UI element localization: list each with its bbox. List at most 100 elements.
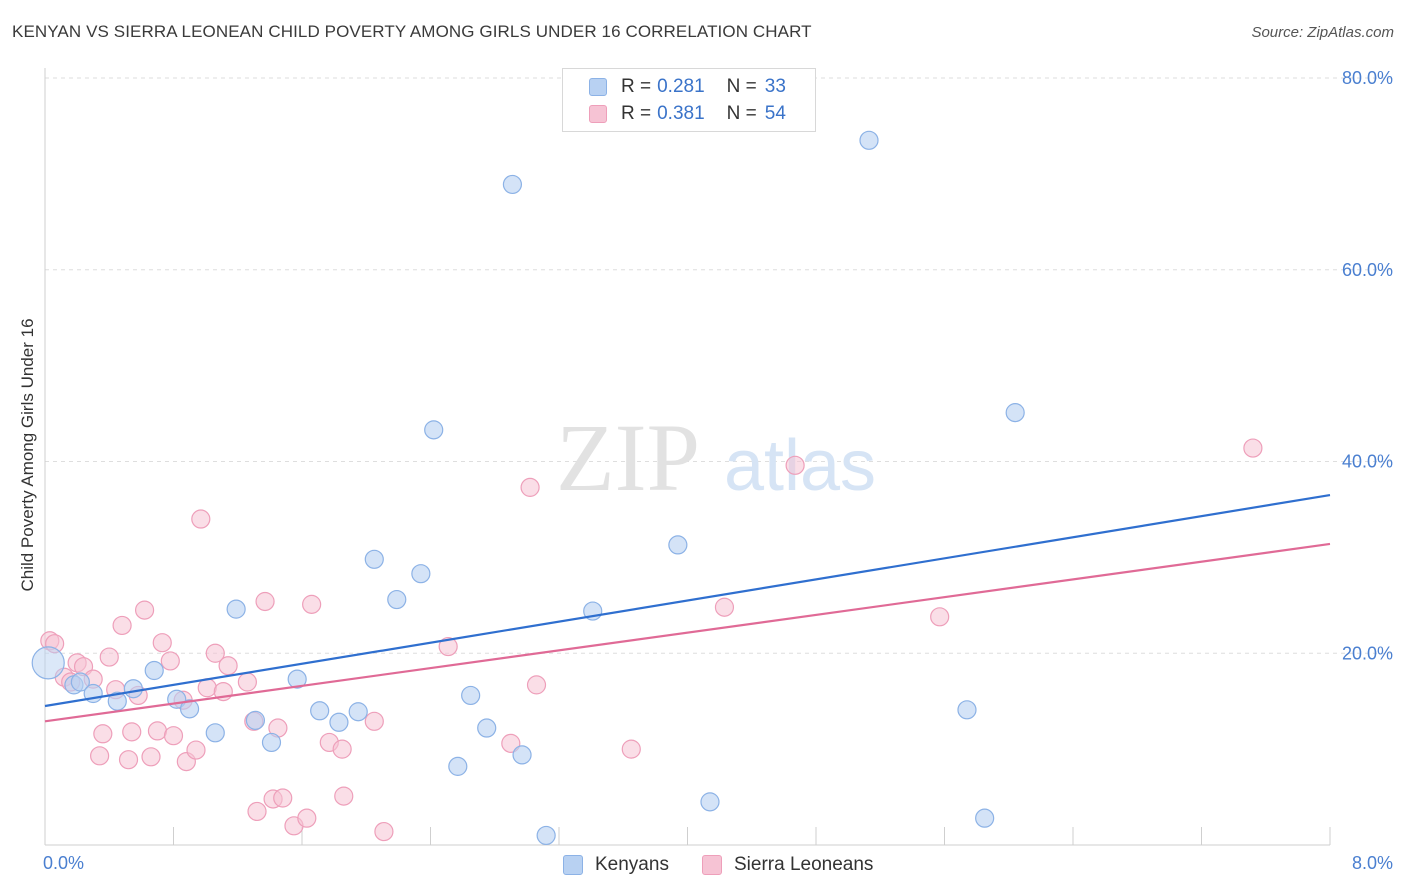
watermark: ZIP atlas [556, 404, 876, 511]
y-tick-label: 80.0% [1342, 68, 1393, 88]
sierra-leonean-point [438, 636, 458, 657]
sierra-leonean-point [714, 597, 735, 617]
sierra-leonean-point [621, 739, 641, 759]
y-tick-label: 60.0% [1342, 260, 1393, 280]
kenyan-point [477, 718, 497, 738]
legend-row-sierra: R = 0.381 N = 54 [589, 102, 786, 126]
sierra-leonean-point [147, 721, 168, 741]
legend-r-label: R = [621, 103, 652, 124]
sierra-leonean-point [930, 607, 950, 627]
sierra-leonean-point [520, 477, 540, 497]
kenyan-point [536, 825, 556, 846]
sierra-leonean-point [247, 801, 267, 822]
sierra-leonean-point [112, 615, 132, 636]
kenyan-point [107, 691, 127, 711]
kenyan-point [31, 646, 65, 680]
kenyan-point [387, 589, 407, 610]
kenyans-legend-swatch [563, 855, 583, 875]
kenyan-point [411, 564, 431, 584]
kenyan-point [144, 660, 164, 681]
sierra-legend-label: Sierra Leoneans [734, 854, 874, 875]
sierra-leonean-point [332, 739, 352, 759]
sierra-leonean-point [90, 746, 110, 766]
kenyan-point [502, 174, 523, 195]
kenyan-point [424, 420, 444, 440]
x-tick-label: 8.0% [1352, 853, 1393, 873]
kenyan-point [245, 710, 266, 730]
sierra-leonean-point [205, 643, 225, 663]
sierra-leonean-point [186, 740, 206, 760]
bottom-legend-kenyans: Kenyans [563, 852, 669, 878]
watermark-zip: ZIP [556, 404, 700, 511]
sierra-leonean-point [163, 726, 184, 746]
stats-legend: R = 0.281 N = 33 R = 0.381 N = 54 [562, 68, 816, 132]
sierra-leonean-point [255, 591, 275, 612]
sierra-leoneans-trendline [44, 542, 1331, 723]
kenyan-point [261, 732, 282, 753]
kenyans-trendline [44, 493, 1331, 708]
sierra-leonean-point [364, 711, 384, 731]
kenyan-point [226, 599, 246, 619]
sierra-leonean-point [218, 656, 238, 676]
kenyan-point [348, 702, 368, 722]
sierra-leonean-point [1243, 438, 1263, 458]
kenyan-point [364, 549, 384, 569]
gridlines [45, 77, 1392, 654]
sierra-leonean-point [237, 672, 257, 692]
sierra-leonean-point [334, 786, 354, 806]
legend-n-label: N = [726, 103, 757, 124]
y-tick-label: 20.0% [1342, 643, 1393, 663]
sierra-leonean-point [141, 747, 161, 767]
source-label: Source: ZipAtlas.com [1251, 24, 1394, 41]
sierra-leonean-point [297, 808, 317, 828]
kenyan-point [310, 701, 330, 721]
sierra-leonean-point [191, 509, 211, 529]
kenyan-point [123, 679, 143, 699]
kenyan-point [287, 669, 307, 689]
trendlines [44, 493, 1331, 723]
kenyan-point [461, 685, 481, 706]
sierra-leonean-point [152, 633, 172, 653]
sierra-legend-swatch [702, 855, 722, 875]
kenyan-point [179, 699, 200, 719]
sierra-leonean-point [118, 750, 139, 770]
chart-title: KENYAN VS SIERRA LEONEAN CHILD POVERTY A… [12, 22, 812, 41]
axes [44, 68, 1331, 846]
y-axis-label: Child Poverty Among Girls Under 16 [18, 318, 37, 591]
y-tick-label: 40.0% [1342, 452, 1393, 472]
tick-labels: 20.0% 40.0% 60.0% 80.0% 0.0% 8.0% [43, 68, 1393, 873]
kenyan-point [205, 723, 225, 743]
sierra-leonean-point [273, 788, 293, 808]
legend-n-value: 33 [764, 76, 786, 97]
legend-r-value: 0.381 [657, 103, 705, 124]
kenyans-points [31, 130, 1025, 846]
sierra-leonean-point [160, 651, 180, 671]
kenyan-point [512, 745, 532, 765]
x-tick-label: 0.0% [43, 853, 84, 873]
legend-r-value: 0.281 [657, 76, 705, 97]
kenyan-point [448, 756, 468, 776]
kenyans-swatch [589, 78, 607, 96]
sierra-leonean-point [526, 675, 547, 695]
kenyan-point [70, 672, 90, 692]
kenyan-point [700, 792, 720, 812]
legend-row-kenyans: R = 0.281 N = 33 [589, 75, 786, 99]
sierra-swatch [589, 105, 607, 123]
sierra-leonean-point [99, 647, 119, 667]
sierra-leonean-point [93, 724, 113, 744]
kenyans-legend-label: Kenyans [595, 854, 669, 875]
kenyan-point [1005, 403, 1025, 423]
kenyan-point [859, 130, 879, 150]
sierra-leonean-point [134, 600, 155, 620]
kenyan-point [668, 535, 688, 555]
sierra-leonean-point [302, 594, 322, 614]
sierra-leonean-point [122, 722, 142, 742]
sierra-leonean-point [374, 821, 394, 842]
kenyan-point [957, 700, 977, 720]
legend-n-value: 54 [764, 103, 786, 124]
legend-r-label: R = [621, 76, 652, 97]
sierra-leonean-point [785, 455, 805, 475]
legend-n-label: N = [726, 76, 757, 97]
kenyan-point [329, 712, 349, 732]
